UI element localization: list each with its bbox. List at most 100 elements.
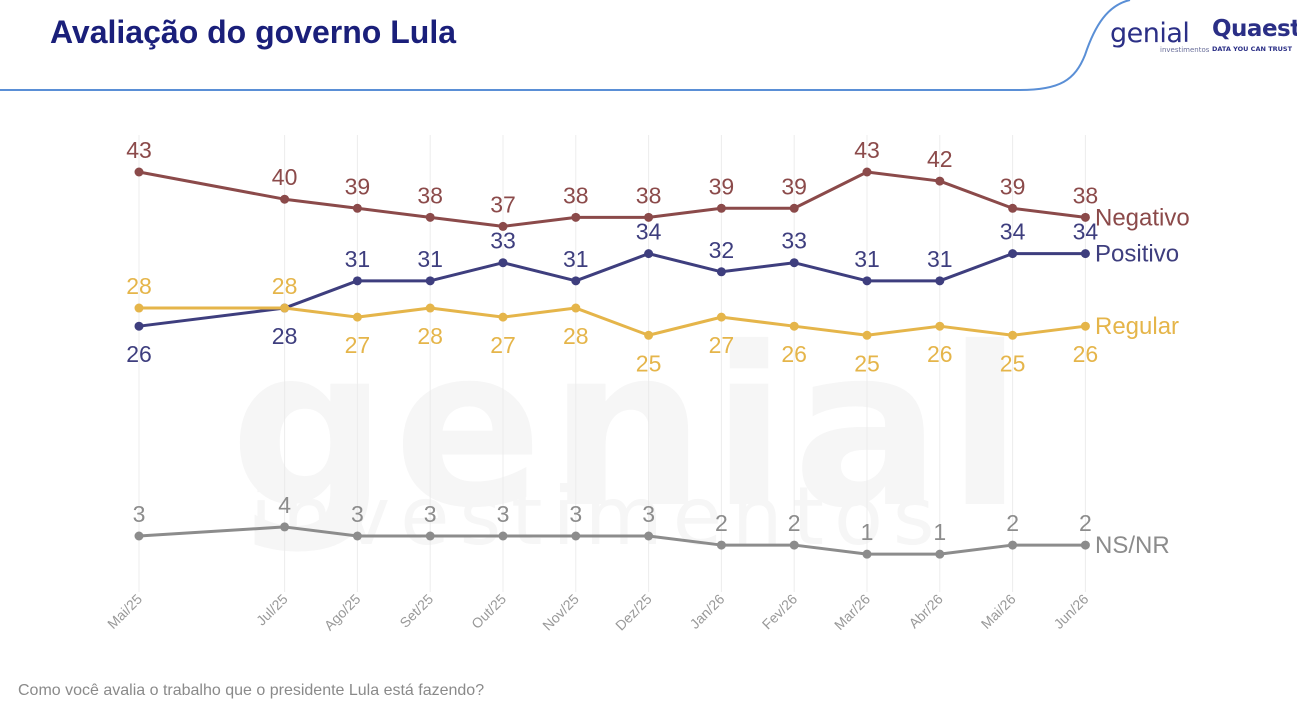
data-point-nsnr: [716, 540, 726, 550]
series-name-positivo: Positivo: [1095, 241, 1179, 268]
data-point-negativo: [1080, 212, 1090, 222]
data-point-regular: [862, 330, 872, 340]
x-tick-label: Dez/25: [612, 591, 655, 634]
data-point-regular: [498, 312, 508, 322]
x-tick-label: Mai/26: [978, 591, 1019, 632]
data-point-nsnr: [280, 522, 290, 532]
data-point-positivo: [862, 276, 872, 286]
quaest-logo: Quaest: [1212, 16, 1297, 42]
data-label-positivo: 31: [563, 246, 589, 272]
x-tick-label: Nov/25: [539, 591, 582, 634]
data-point-negativo: [571, 212, 581, 222]
data-point-positivo: [352, 276, 362, 286]
data-label-regular: 26: [1073, 341, 1099, 367]
data-point-nsnr: [1008, 540, 1018, 550]
data-label-nsnr: 3: [424, 501, 437, 527]
data-point-positivo: [935, 276, 945, 286]
data-point-negativo: [862, 167, 872, 177]
data-label-negativo: 38: [1073, 182, 1099, 208]
data-point-negativo: [498, 221, 508, 231]
data-label-positivo: 34: [1000, 219, 1026, 245]
data-label-negativo: 38: [563, 182, 589, 208]
data-point-regular: [644, 330, 654, 340]
data-point-regular: [1008, 330, 1018, 340]
data-point-positivo: [789, 258, 799, 268]
data-point-nsnr: [571, 531, 581, 541]
data-label-positivo: 28: [272, 323, 298, 349]
data-point-regular: [134, 303, 144, 313]
data-point-negativo: [134, 167, 144, 177]
data-point-nsnr: [425, 531, 435, 541]
data-point-nsnr: [498, 531, 508, 541]
data-label-positivo: 31: [927, 246, 953, 272]
data-point-regular: [425, 303, 435, 313]
data-label-negativo: 37: [490, 191, 516, 217]
data-label-nsnr: 2: [715, 510, 728, 536]
data-point-positivo: [425, 276, 435, 286]
x-tick-label: Ago/25: [321, 591, 364, 634]
data-label-negativo: 39: [781, 173, 807, 199]
x-tick-label: Set/25: [396, 591, 436, 631]
x-tick-label: Jan/26: [686, 591, 727, 632]
data-label-regular: 25: [1000, 350, 1026, 376]
data-point-nsnr: [862, 549, 872, 559]
data-label-regular: 28: [417, 323, 443, 349]
data-point-positivo: [134, 321, 144, 331]
data-point-nsnr: [1080, 540, 1090, 550]
x-tick-label: Out/25: [468, 591, 509, 632]
data-label-regular: 28: [272, 273, 298, 299]
x-tick-label: Mai/25: [104, 591, 145, 632]
data-label-regular: 27: [490, 332, 516, 358]
data-point-negativo: [716, 203, 726, 213]
data-point-negativo: [1008, 203, 1018, 213]
data-label-negativo: 39: [709, 173, 735, 199]
data-point-negativo: [425, 212, 435, 222]
data-point-nsnr: [134, 531, 144, 541]
data-point-nsnr: [789, 540, 799, 550]
data-label-negativo: 40: [272, 164, 298, 190]
data-point-regular: [280, 303, 290, 313]
data-label-negativo: 43: [854, 137, 880, 163]
data-point-regular: [716, 312, 726, 322]
data-label-regular: 28: [126, 273, 152, 299]
data-label-regular: 27: [345, 332, 371, 358]
x-tick-label: Jun/26: [1050, 591, 1091, 632]
page-title: Avaliação do governo Lula: [50, 14, 457, 50]
genial-logo-sub: investimentos: [1160, 46, 1210, 54]
watermark: genial: [230, 300, 1029, 556]
data-label-positivo: 31: [854, 246, 880, 272]
data-label-nsnr: 2: [788, 510, 801, 536]
data-point-regular: [352, 312, 362, 322]
x-tick-label: Fev/26: [759, 591, 801, 633]
x-tick-label: Jul/25: [253, 591, 291, 629]
x-tick-label: Mar/26: [831, 591, 873, 633]
data-point-positivo: [716, 267, 726, 277]
genial-logo: genial: [1110, 18, 1190, 49]
data-point-negativo: [935, 176, 945, 186]
x-tick-label: Abr/26: [905, 591, 946, 632]
data-label-negativo: 38: [636, 182, 662, 208]
data-label-regular: 25: [854, 350, 880, 376]
data-point-regular: [1080, 321, 1090, 331]
footnote: Como você avalia o trabalho que o presid…: [18, 682, 485, 699]
data-point-regular: [935, 321, 945, 331]
data-label-positivo: 34: [1073, 219, 1099, 245]
data-label-nsnr: 3: [642, 501, 655, 527]
series-name-nsnr: NS/NR: [1095, 532, 1170, 559]
header-divider: [0, 0, 1131, 91]
data-point-negativo: [644, 212, 654, 222]
data-label-nsnr: 3: [497, 501, 510, 527]
data-label-regular: 25: [636, 350, 662, 376]
data-label-nsnr: 3: [569, 501, 582, 527]
data-label-nsnr: 4: [278, 492, 291, 518]
data-point-regular: [789, 321, 799, 331]
data-point-positivo: [1008, 249, 1018, 259]
data-label-nsnr: 2: [1006, 510, 1019, 536]
data-point-positivo: [571, 276, 581, 286]
data-label-nsnr: 1: [861, 519, 874, 545]
data-label-positivo: 26: [126, 341, 152, 367]
data-label-nsnr: 3: [351, 501, 364, 527]
series-name-regular: Regular: [1095, 313, 1179, 340]
data-label-negativo: 38: [417, 182, 443, 208]
quaest-logo-sub: DATA YOU CAN TRUST: [1212, 45, 1293, 53]
